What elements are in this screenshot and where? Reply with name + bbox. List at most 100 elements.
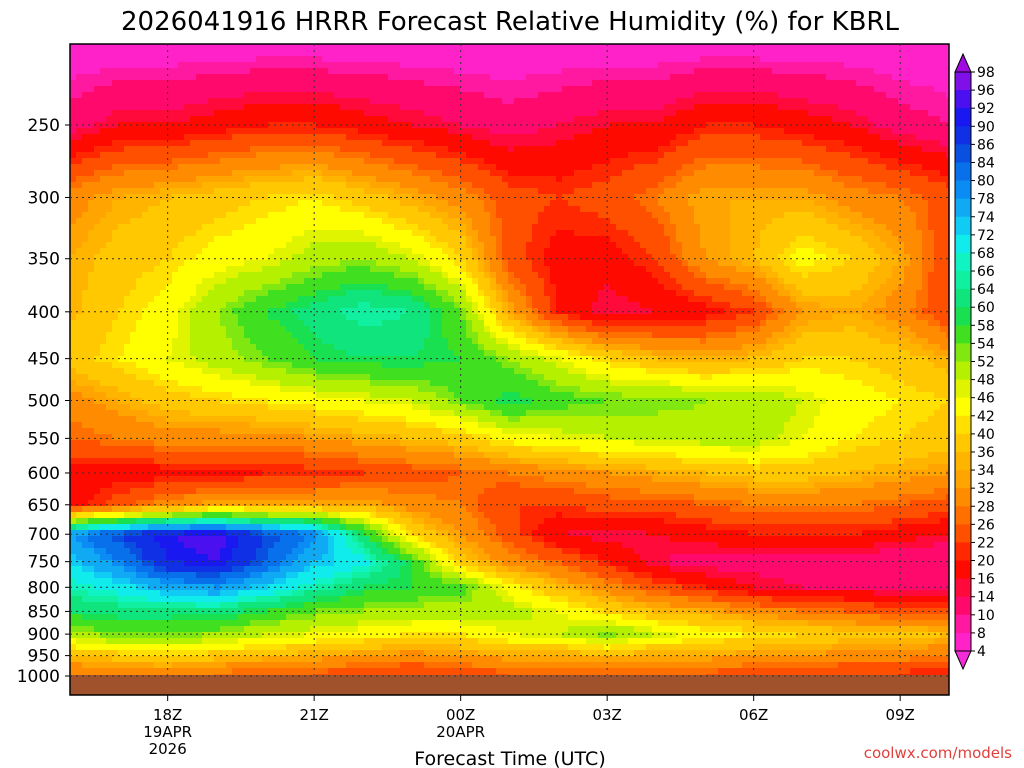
rh-cell (766, 164, 773, 171)
rh-cell (838, 200, 845, 207)
rh-cell (82, 86, 89, 93)
rh-cell (70, 182, 77, 189)
rh-cell (472, 224, 479, 231)
rh-cell (544, 230, 551, 237)
rh-cell (466, 98, 473, 105)
rh-cell (580, 104, 587, 111)
rh-cell (880, 56, 887, 63)
rh-cell (592, 92, 599, 99)
rh-cell (796, 68, 803, 75)
rh-cell (100, 50, 107, 57)
rh-cell (646, 104, 653, 111)
rh-cell (934, 104, 941, 111)
rh-cell (904, 134, 911, 141)
rh-cell (766, 146, 773, 153)
rh-cell (574, 86, 581, 93)
rh-cell (322, 134, 329, 141)
rh-cell (436, 212, 443, 219)
rh-cell (580, 170, 587, 177)
rh-cell (934, 182, 941, 189)
rh-cell (634, 56, 641, 63)
rh-cell (250, 56, 257, 63)
rh-cell (880, 128, 887, 135)
rh-cell (766, 158, 773, 165)
rh-cell (196, 200, 203, 207)
rh-cell (610, 164, 617, 171)
rh-cell (856, 122, 863, 129)
rh-cell (448, 158, 455, 165)
rh-cell (946, 134, 949, 141)
rh-cell (484, 122, 491, 129)
rh-cell (514, 128, 521, 135)
rh-cell (298, 206, 305, 213)
rh-cell (862, 116, 869, 123)
rh-cell (556, 188, 563, 195)
rh-cell (754, 44, 761, 51)
rh-cell (646, 218, 653, 225)
rh-cell (160, 68, 167, 75)
rh-cell (694, 110, 701, 117)
rh-cell (286, 92, 293, 99)
rh-cell (154, 134, 161, 141)
rh-cell (436, 134, 443, 141)
rh-cell (484, 158, 491, 165)
rh-cell (814, 152, 821, 159)
rh-cell (598, 218, 605, 225)
rh-cell (310, 122, 317, 129)
rh-cell (640, 224, 647, 231)
rh-cell (364, 146, 371, 153)
rh-cell (304, 92, 311, 99)
rh-cell (868, 188, 875, 195)
rh-cell (562, 164, 569, 171)
rh-cell (532, 116, 539, 123)
rh-cell (778, 92, 785, 99)
rh-cell (334, 68, 341, 75)
rh-cell (538, 98, 545, 105)
rh-cell (88, 164, 95, 171)
rh-cell (478, 230, 485, 237)
rh-cell (634, 98, 641, 105)
rh-cell (916, 56, 923, 63)
rh-cell (310, 170, 317, 177)
rh-cell (550, 104, 557, 111)
rh-cell (676, 92, 683, 99)
rh-cell (310, 176, 317, 183)
rh-cell (298, 212, 305, 219)
rh-cell (382, 236, 389, 243)
rh-cell (424, 110, 431, 117)
rh-cell (766, 116, 773, 123)
rh-cell (730, 182, 737, 189)
rh-cell (652, 74, 659, 81)
rh-cell (328, 92, 335, 99)
rh-cell (118, 98, 125, 105)
rh-cell (622, 98, 629, 105)
rh-cell (304, 170, 311, 177)
rh-cell (460, 116, 467, 123)
rh-cell (316, 104, 323, 111)
rh-cell (814, 44, 821, 51)
rh-cell (130, 74, 137, 81)
rh-cell (760, 74, 767, 81)
rh-cell (820, 236, 827, 243)
rh-cell (316, 164, 323, 171)
rh-cell (262, 158, 269, 165)
rh-cell (784, 176, 791, 183)
rh-cell (130, 104, 137, 111)
rh-cell (838, 194, 845, 201)
rh-cell (184, 146, 191, 153)
rh-cell (418, 74, 425, 81)
rh-cell (370, 230, 377, 237)
rh-cell (94, 98, 101, 105)
rh-cell (772, 212, 779, 219)
rh-cell (436, 194, 443, 201)
rh-cell (124, 86, 131, 93)
rh-cell (670, 68, 677, 75)
rh-cell (286, 170, 293, 177)
rh-cell (730, 200, 737, 207)
rh-cell (544, 206, 551, 213)
rh-cell (826, 182, 833, 189)
rh-cell (838, 62, 845, 69)
rh-cell (94, 74, 101, 81)
rh-cell (334, 98, 341, 105)
rh-cell (562, 116, 569, 123)
